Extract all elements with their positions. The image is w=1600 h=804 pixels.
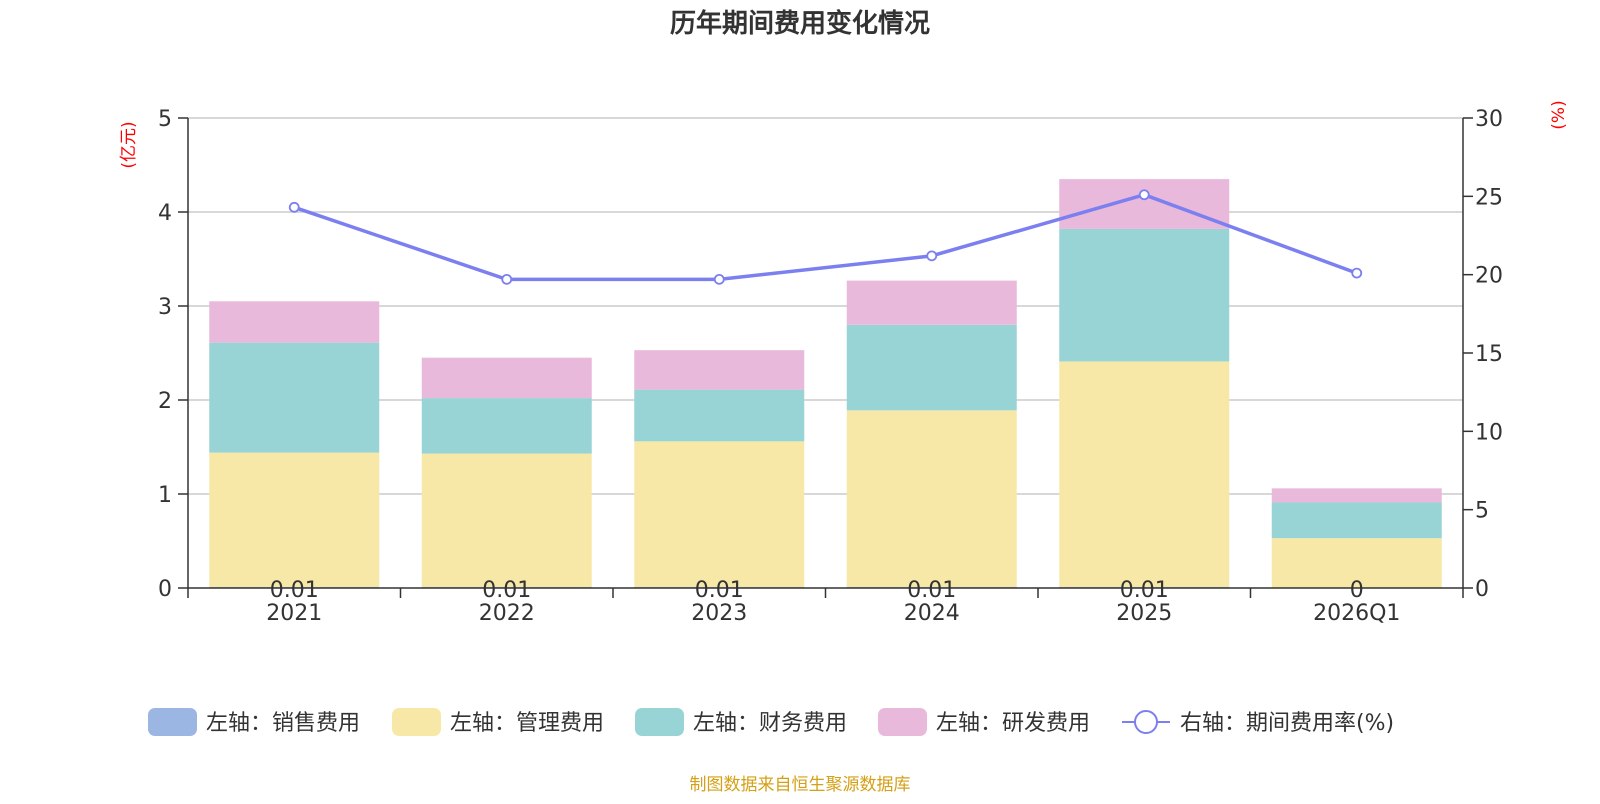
bar-segment (634, 350, 805, 390)
bar-segment (421, 453, 592, 588)
left-tick-label: 4 (158, 201, 172, 226)
x-tick-label: 2022 (479, 601, 535, 626)
right-tick-label: 15 (1475, 342, 1503, 367)
bar-segment (209, 301, 380, 343)
bar-segment (634, 441, 805, 588)
left-tick-label: 5 (158, 107, 172, 132)
legend-label: 左轴：管理费用 (450, 711, 604, 736)
right-tick-label: 10 (1475, 420, 1503, 445)
legend-swatch (878, 708, 927, 736)
bar-segment (421, 398, 592, 454)
rate-point (288, 201, 300, 213)
right-tick-label: 0 (1475, 577, 1489, 602)
legend-circle-swatch (1134, 710, 1158, 734)
legend-swatch (635, 708, 684, 736)
legend-label: 左轴：销售费用 (206, 711, 360, 736)
legend-label: 左轴：研发费用 (936, 711, 1090, 736)
right-tick-label: 5 (1475, 499, 1489, 524)
legend-swatch (392, 708, 441, 736)
legend-label: 右轴：期间费用率(%) (1180, 711, 1394, 736)
x-tick-label: 2023 (691, 601, 747, 626)
rate-point (713, 273, 725, 285)
source-note: 制图数据来自恒生聚源数据库 (690, 775, 911, 795)
bar-segment (846, 410, 1017, 588)
bar-data-label: 0.01 (1120, 578, 1169, 603)
left-tick-label: 2 (158, 389, 172, 414)
left-tick-label: 0 (158, 577, 172, 602)
bar-segment (1059, 361, 1230, 588)
bar-segment (209, 452, 380, 588)
right-tick-label: 30 (1475, 107, 1503, 132)
legend-label: 左轴：财务费用 (693, 711, 847, 736)
right-tick-label: 20 (1475, 264, 1503, 289)
x-tick-label: 2021 (266, 601, 322, 626)
bar-segment (1271, 502, 1442, 539)
chart-title: 历年期间费用变化情况 (670, 8, 930, 39)
legend: 左轴：销售费用 左轴：管理费用 左轴：财务费用 左轴：研发费用 右轴：期间费用率(%) (148, 708, 1394, 736)
grid-layer (188, 117, 1463, 495)
bar-segment (421, 357, 592, 399)
bar-segment (1271, 488, 1442, 503)
bar-segment (634, 389, 805, 442)
rate-line (293, 192, 1358, 282)
bar-segment (846, 280, 1017, 325)
bar-data-label: 0 (1350, 578, 1364, 603)
bar-segment (1059, 179, 1230, 229)
bar-segment (1271, 538, 1442, 588)
bars-layer: 0.01 0.01 0.01 0.01 0.01 0 (209, 179, 1442, 603)
bar-segment (846, 324, 1017, 411)
x-tick-label: 2025 (1116, 601, 1172, 626)
bar-data-label: 0.01 (695, 578, 744, 603)
bar-segment (209, 342, 380, 453)
bar-data-label: 0.01 (270, 578, 319, 603)
x-tick-label: 2024 (904, 601, 960, 626)
left-tick-label: 1 (158, 483, 172, 508)
bar-segment (1059, 228, 1230, 362)
left-tick-label: 3 (158, 295, 172, 320)
legend-swatch (148, 708, 197, 736)
left-axis-unit: (亿元) (119, 121, 139, 168)
rate-point (1351, 267, 1363, 279)
bar-data-label: 0.01 (482, 578, 531, 603)
rate-point (501, 273, 513, 285)
line-layer (288, 189, 1363, 285)
bar-data-label: 0.01 (907, 578, 956, 603)
x-tick-label: 2026Q1 (1313, 601, 1400, 626)
right-tick-label: 25 (1475, 185, 1503, 210)
rate-point (1138, 189, 1150, 201)
right-axis-unit: (%) (1549, 100, 1569, 129)
rate-point (926, 250, 938, 262)
